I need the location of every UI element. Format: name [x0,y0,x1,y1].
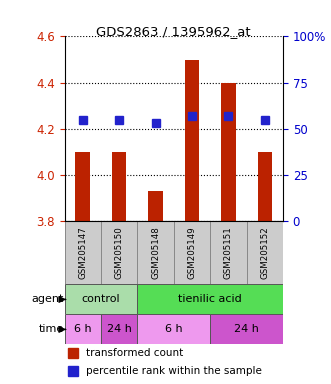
Bar [137,221,174,285]
Text: control: control [82,295,120,305]
Bar [210,314,283,344]
Bar [185,60,199,221]
Bar [101,221,137,285]
Bar [65,285,137,314]
Text: GSM205152: GSM205152 [260,226,269,279]
Text: GDS2863 / 1395962_at: GDS2863 / 1395962_at [96,25,251,38]
Text: 6 h: 6 h [74,324,92,334]
Bar [210,221,247,285]
Bar [148,191,163,221]
Bar [75,152,90,221]
Bar [65,221,101,285]
Bar [174,221,210,285]
Text: GSM205148: GSM205148 [151,226,160,279]
Text: percentile rank within the sample: percentile rank within the sample [86,366,262,376]
Bar [258,152,272,221]
Text: GSM205150: GSM205150 [115,226,124,279]
Bar [101,314,137,344]
Bar [65,314,101,344]
Bar [221,83,236,221]
Text: 24 h: 24 h [107,324,132,334]
Text: tienilic acid: tienilic acid [178,295,242,305]
Text: time: time [39,324,64,334]
Text: 24 h: 24 h [234,324,259,334]
Text: GSM205151: GSM205151 [224,226,233,279]
Text: 6 h: 6 h [165,324,183,334]
Text: GSM205147: GSM205147 [78,226,87,279]
Text: GSM205149: GSM205149 [187,227,197,279]
Bar [137,285,283,314]
Text: agent: agent [31,295,64,305]
Bar [247,221,283,285]
Text: transformed count: transformed count [86,348,184,358]
Bar [137,314,210,344]
Bar [112,152,126,221]
